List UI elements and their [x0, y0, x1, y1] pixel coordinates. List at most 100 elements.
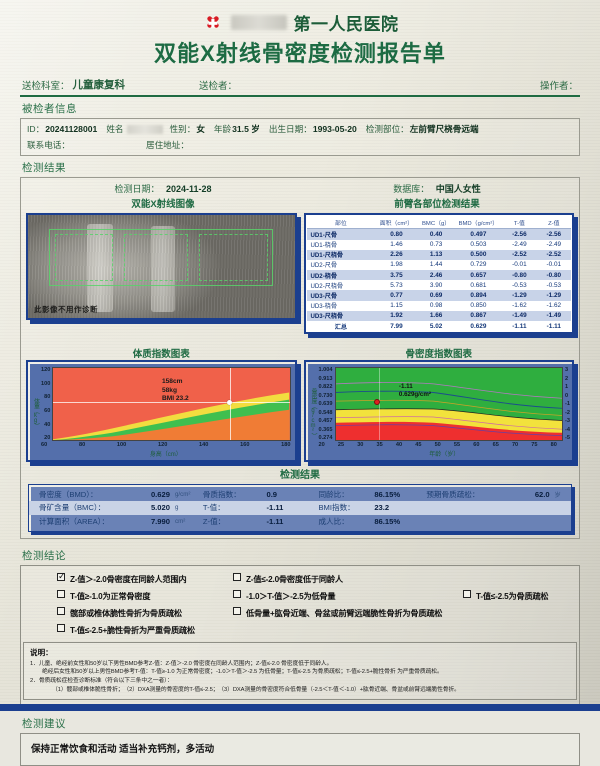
- conclusion-label: 低骨量+肱骨近端、骨盆或前臂远端脆性骨折为骨质疏松: [246, 608, 443, 618]
- table-row: UD2-桡骨 3.75 2.46 0.657 -0.80 -0.80: [306, 270, 571, 281]
- cell-bmc: 1.44: [429, 261, 443, 269]
- tick-label: 100: [116, 442, 127, 449]
- cell-area: 1.15: [390, 302, 403, 310]
- note-line-3: 2．骨质疏松症检查诊断标准（符合以下三条中之一者）：: [30, 677, 173, 684]
- tick-label: -2: [565, 409, 570, 416]
- table-row: UD1-桡骨 1.46 0.73 0.503 -2.49 -2.49: [307, 240, 572, 250]
- checkbox-icon[interactable]: [57, 590, 65, 599]
- cell-site: UD3-桡骨: [310, 303, 337, 311]
- summary-label: 同龄比：: [318, 489, 349, 499]
- tick-label: 0.457: [318, 418, 333, 425]
- report-header: 第一人民医院: [18, 0, 582, 35]
- advice-box: 保持正常饮食和活动 适当补充钙剂，多活动: [20, 733, 580, 766]
- checkbox-checked-icon[interactable]: [57, 571, 66, 582]
- table-row: 汇总 7.99 5.02 0.629 -1.11 -1.11: [307, 321, 572, 331]
- patient-name-label: 姓名: [106, 124, 124, 134]
- bmi-y-tick-labels: 120 100 80 60 40 20: [41, 367, 52, 441]
- xray-disclaimer: 此影像不用作诊断: [34, 305, 98, 315]
- conclusion-section-title: 检测结论: [22, 549, 66, 562]
- tick-label: 0.365: [318, 426, 333, 433]
- tick-label: 50: [434, 442, 441, 449]
- tick-label: 70: [511, 442, 519, 449]
- table-caption: 前臂各部位检测结果: [394, 199, 480, 211]
- cell-bmd: 0.629: [470, 322, 487, 330]
- bmd-annotation-line: -1.11: [398, 382, 413, 390]
- cell-z: -1.11: [546, 322, 561, 330]
- tick-label: 1: [565, 384, 569, 391]
- cell-site: UD3-尺骨: [310, 293, 337, 301]
- database-block: 数据库： 中国人女性: [300, 182, 574, 195]
- submit-dept-label: 送检科室：: [22, 81, 70, 92]
- cell-bmc: 0.69: [429, 292, 443, 300]
- summary-value: 0.629: [150, 489, 170, 499]
- patient-birth-label: 出生日期：: [268, 124, 312, 134]
- submit-dept-value: 儿童康复科: [72, 79, 126, 91]
- cell-area: 7.99: [390, 322, 403, 330]
- patient-id-value: 20241128001: [45, 124, 98, 134]
- summary-unit: 岁: [554, 491, 561, 499]
- checkbox-icon[interactable]: [57, 607, 65, 616]
- hospital-name: 第一人民医院: [293, 15, 399, 34]
- conclusion-option[interactable]: Z-值＞-2.0骨密度在同龄人范围内: [21, 571, 233, 585]
- tick-label: 35: [376, 442, 383, 449]
- cell-site: UD3-尺桡骨: [310, 313, 344, 321]
- note-line-4: （1）髋部或椎体脆性骨折； （2）DXA测量的骨密度的T-值≤-2.5； （3）…: [52, 686, 460, 693]
- tick-label: 0.548: [318, 409, 333, 416]
- checkbox-icon[interactable]: [233, 590, 241, 599]
- note-line-1: 1．儿童、绝经前女性和50岁以下男性BMD参考Z-值：Z-值＞-2.0 骨密度在…: [30, 660, 333, 667]
- cell-area: 0.80: [390, 230, 403, 238]
- conclusion-option[interactable]: T-值≤-2.5+脆性骨折为严重骨质疏松: [21, 624, 233, 636]
- cell-z: -1.29: [546, 292, 562, 300]
- results-panel: 检测日期： 2024-11-28 数据库： 中国人女性 双能X射线图像 前臂各部…: [20, 177, 580, 539]
- tick-label: 40: [44, 421, 51, 428]
- checkbox-icon[interactable]: [57, 624, 65, 633]
- table-row: UD3-尺桡骨 1.92 1.66 0.867 -1.49 -1.49: [306, 310, 571, 321]
- conclusion-option[interactable]: 低骨量+肱骨近端、骨盆或前臂远端脆性骨折为骨质疏松: [233, 607, 463, 619]
- summary-row: 骨密度（BMD）： 0.629 g/cm² 骨质指数： 0.9 同龄比： 86.15% 预期骨…: [29, 487, 571, 501]
- tick-label: 160: [240, 442, 250, 449]
- tick-label: 3: [565, 367, 569, 374]
- cell-bmc: 1.66: [429, 312, 443, 320]
- tick-label: 140: [199, 442, 209, 449]
- cell-area: 1.92: [390, 312, 403, 320]
- conclusion-row: T-值≥-1.0为正常骨密度 -1.0＞T-值＞-2.5为低骨量 T-值≤-2.5为…: [21, 590, 579, 602]
- test-date-label: 检测日期：: [114, 184, 160, 195]
- summary-value: 7.990: [150, 517, 170, 527]
- summary-label: Z-值：: [202, 517, 226, 527]
- tick-label: 120: [41, 367, 51, 374]
- conclusion-label: Z-值≤-2.0骨密度低于同龄人: [246, 574, 343, 584]
- table-row: UD3-桡骨 1.15 0.98 0.850 -1.62 -1.62: [307, 301, 572, 311]
- cell-t: -2.56: [512, 230, 527, 238]
- conclusion-label: T-值≤-2.5为骨质疏松: [476, 591, 549, 601]
- patient-row-1: ID： 20241128001 姓名 性别： 女 年龄 31.5 岁 出生日期：…: [27, 123, 573, 136]
- tick-label: 1.004: [318, 367, 333, 374]
- bmd-y-tick-labels-right: 3 2 1 0 -1 -2 -3 -4 -5: [563, 367, 570, 441]
- bmd-annotation: -1.11 0.629g/cm²: [399, 383, 431, 399]
- col-z: Z-值: [536, 217, 571, 230]
- conclusion-label: -1.0＞T-值＞-2.5为低骨量: [246, 591, 336, 601]
- conclusion-option[interactable]: Z-值≤-2.0骨密度低于同龄人: [233, 573, 463, 585]
- tick-label: 60: [41, 442, 48, 449]
- patient-age-label: 年龄: [213, 124, 232, 134]
- measurement-table: 部位 面积（cm²） BMC（g） BMD（g/cm²） T-值 Z-值 UD1…: [306, 217, 572, 331]
- notes-box: 说明： 1．儿童、绝经前女性和50岁以下男性BMD参考Z-值：Z-值＞-2.0 …: [23, 641, 577, 701]
- cell-area: 3.75: [390, 271, 403, 279]
- bmd-y-tick-labels-left: 1.004 0.913 0.822 0.730 0.639 0.548 0.457 0.365…: [319, 367, 335, 441]
- conclusion-option[interactable]: T-值≤-2.5为骨质疏松: [463, 590, 579, 602]
- checkbox-icon[interactable]: [463, 590, 471, 599]
- tick-label: 0.274: [318, 435, 333, 442]
- cell-bmd: 0.681: [470, 281, 487, 289]
- summary-value: -1.11: [266, 503, 284, 513]
- tick-label: 45: [415, 442, 422, 449]
- cell-area: 0.77: [390, 292, 403, 300]
- cell-bmd: 0.894: [470, 292, 487, 300]
- checkbox-icon[interactable]: [233, 573, 241, 582]
- conclusion-option[interactable]: T-值≥-1.0为正常骨密度: [21, 590, 233, 602]
- tick-label: 0: [565, 392, 569, 399]
- conclusion-option[interactable]: 髋部或椎体脆性骨折为骨质疏松: [21, 607, 233, 619]
- xray-caption: 双能X射线图像: [131, 199, 195, 211]
- patient-gender-label: 性别：: [169, 124, 196, 134]
- checkbox-icon[interactable]: [233, 607, 241, 616]
- tick-label: 2: [565, 375, 569, 382]
- conclusion-option[interactable]: -1.0＞T-值＞-2.5为低骨量: [233, 590, 463, 602]
